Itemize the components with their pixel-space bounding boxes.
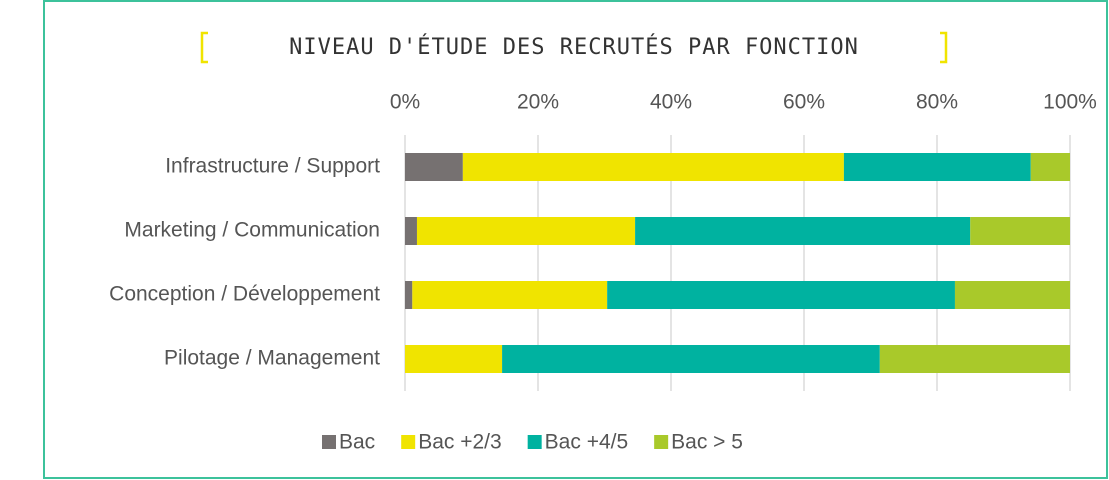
x-tick-label: 60% (783, 91, 825, 114)
title-bracket-right (940, 31, 948, 64)
legend-label: Bac > 5 (671, 431, 743, 454)
x-tick-label: 0% (390, 91, 420, 114)
y-tick-label: Pilotage / Management (164, 347, 380, 370)
legend-label: Bac +4/5 (545, 431, 628, 454)
x-tick-label: 80% (916, 91, 958, 114)
bar-segment (462, 153, 844, 181)
bar-segment (954, 281, 1070, 309)
bar-segment (405, 281, 413, 309)
legend-label: Bac (339, 431, 375, 454)
legend-label: Bac +2/3 (418, 431, 501, 454)
x-tick-label: 20% (517, 91, 559, 114)
bar-segment (635, 217, 971, 245)
legend-swatch (401, 435, 416, 449)
title-bracket-left (200, 31, 208, 64)
x-tick-label: 100% (1043, 91, 1097, 114)
bar-segment (879, 345, 1070, 373)
bar-segment (502, 345, 880, 373)
y-tick-label: Conception / Développement (109, 283, 380, 306)
y-tick-label: Marketing / Communication (124, 219, 380, 242)
legend-swatch (322, 435, 336, 449)
bar-segment (412, 281, 608, 309)
x-tick-label: 40% (650, 91, 692, 114)
bar-segment (970, 217, 1070, 245)
y-tick-label: Infrastructure / Support (165, 155, 380, 178)
legend-swatch (527, 435, 542, 449)
bar-segment (843, 153, 1031, 181)
bar-segment (405, 217, 417, 245)
frame (43, 0, 1108, 479)
bar-segment (405, 345, 503, 373)
bar-segment (1030, 153, 1070, 181)
legend-swatch (654, 435, 669, 449)
bar-segment (416, 217, 636, 245)
chart-title: NIVEAU D'ÉTUDE DES RECRUTÉS PAR FONCTION (289, 34, 859, 60)
bar-segment (607, 281, 955, 309)
bar-segment (405, 153, 463, 181)
